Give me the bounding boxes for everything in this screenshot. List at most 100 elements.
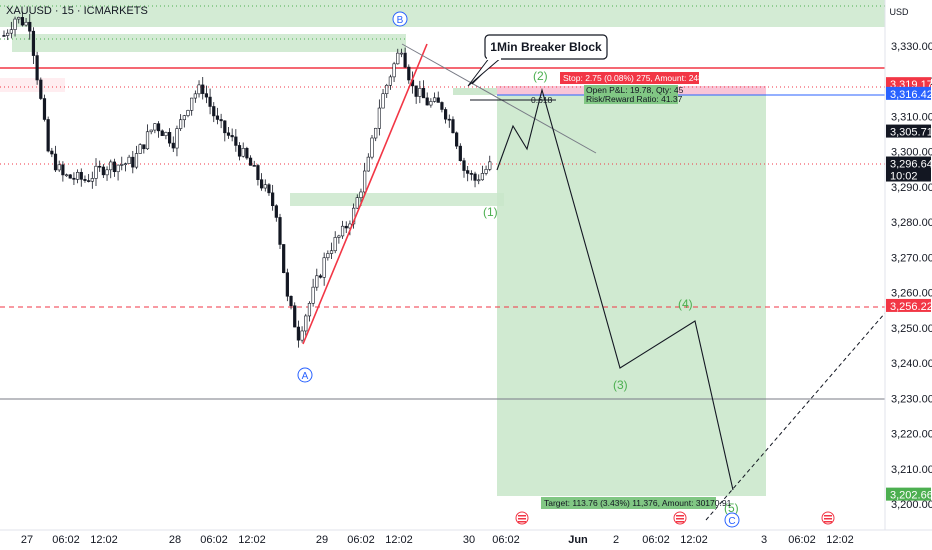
- candle-body: [28, 21, 32, 32]
- candle-body: [381, 93, 385, 109]
- candle-body: [366, 156, 370, 172]
- upper-supply-zone: [12, 34, 406, 52]
- candle-body: [98, 165, 102, 168]
- wave-label-5: (5): [724, 501, 739, 515]
- candle-body: [42, 98, 47, 120]
- candle-body: [57, 164, 61, 171]
- candle-body: [201, 84, 205, 94]
- svg-text:Risk/Reward Ratio: 41.37: Risk/Reward Ratio: 41.37: [586, 94, 683, 104]
- candle-body: [145, 131, 150, 150]
- candle-body: [451, 119, 455, 134]
- candle-body: [307, 302, 312, 317]
- candle-body: [186, 110, 190, 116]
- candle-body: [440, 102, 444, 110]
- breaker-block-callout[interactable]: 1Min Breaker Block: [467, 34, 608, 87]
- candle-body: [17, 17, 21, 20]
- time-tick-label: 06:02: [642, 534, 670, 546]
- candle-body: [109, 161, 113, 171]
- candle-body: [344, 225, 348, 229]
- candle-body: [458, 145, 462, 161]
- candle-body: [50, 150, 54, 155]
- position-target-zone[interactable]: [497, 95, 766, 496]
- candle-body: [399, 52, 404, 55]
- stop-info-label: Stop: 2.75 (0.08%) 275, Amount: 24875: [560, 72, 713, 84]
- price-label-countdown: 10:02: [886, 168, 931, 183]
- candle-body: [337, 235, 341, 238]
- gray-trendline[interactable]: [401, 43, 597, 154]
- left-red-zone: [0, 78, 65, 92]
- red-trendline[interactable]: [302, 43, 428, 345]
- price-label-high: 3,305.71: [886, 124, 932, 139]
- candle-body: [90, 178, 94, 182]
- price-tick-label: 3,200.00: [891, 499, 932, 511]
- candle-body: [127, 156, 131, 165]
- candle-body: [259, 179, 264, 189]
- svg-text:3,202.66: 3,202.66: [890, 490, 932, 502]
- wave-b-marker: B: [392, 11, 408, 27]
- candle-body: [116, 164, 120, 173]
- candle-body: [443, 109, 448, 120]
- candle-body: [208, 96, 212, 107]
- candle-body: [87, 180, 91, 182]
- candle-body: [418, 88, 422, 97]
- dashed-projection: [705, 312, 886, 521]
- time-tick-label: 30: [463, 534, 475, 546]
- candle-body: [94, 165, 98, 179]
- price-tick-label: 3,250.00: [891, 323, 932, 335]
- svg-text:B: B: [397, 15, 404, 26]
- candle-body: [326, 253, 330, 259]
- price-tick-label: 3,310.00: [891, 111, 932, 123]
- candle-body: [318, 275, 323, 278]
- candle-body: [311, 286, 315, 304]
- candle-body: [153, 123, 157, 131]
- candle-body: [429, 101, 433, 106]
- candle-body: [322, 257, 326, 278]
- time-tick-label: 12:02: [238, 534, 266, 546]
- candle-body: [447, 118, 451, 121]
- candle-body: [2, 35, 6, 37]
- candle-body: [226, 132, 231, 136]
- price-tick-label: 3,210.00: [891, 464, 932, 476]
- candle-body: [480, 173, 485, 181]
- candle-body: [20, 17, 25, 26]
- candle-body: [436, 97, 440, 103]
- time-tick-label: 29: [316, 534, 328, 546]
- candle-body: [13, 18, 17, 30]
- candle-body: [142, 144, 146, 150]
- wave-label-4: (4): [678, 297, 693, 311]
- candle-body: [296, 326, 301, 341]
- candle-body: [46, 119, 50, 152]
- time-tick-label: 06:02: [347, 534, 375, 546]
- candle-body: [252, 165, 256, 167]
- wave-projection-path[interactable]: [496, 87, 734, 491]
- wave-label-3: (3): [613, 378, 628, 392]
- candle-body: [156, 123, 161, 132]
- candle-body: [223, 120, 227, 134]
- time-tick-label: Jun: [568, 534, 588, 546]
- candle-body: [392, 63, 396, 78]
- candle-body: [245, 148, 249, 159]
- candle-body: [24, 21, 28, 26]
- time-axis-bg[interactable]: [0, 530, 885, 550]
- candle-body: [31, 30, 36, 56]
- symbol-title[interactable]: XAUUSD · 15 · ICMARKETS: [6, 5, 148, 17]
- svg-text:3,305.71: 3,305.71: [890, 127, 932, 139]
- svg-text:3,316.42: 3,316.42: [890, 89, 932, 101]
- currency-button[interactable]: USD: [887, 4, 911, 20]
- candle-body: [219, 119, 223, 122]
- candle-body: [39, 79, 43, 99]
- candle-body: [285, 272, 289, 297]
- candle-body: [256, 165, 260, 180]
- price-tick-label: 3,280.00: [891, 217, 932, 229]
- price-tick-label: 3,330.00: [891, 41, 932, 53]
- economic-events[interactable]: [515, 511, 835, 525]
- candle-body: [105, 169, 109, 176]
- candle-body: [469, 173, 473, 175]
- candle-body: [131, 156, 135, 168]
- candle-body: [455, 132, 459, 147]
- candle-body: [340, 225, 345, 237]
- candle-body: [385, 84, 389, 95]
- candle-body: [64, 174, 69, 177]
